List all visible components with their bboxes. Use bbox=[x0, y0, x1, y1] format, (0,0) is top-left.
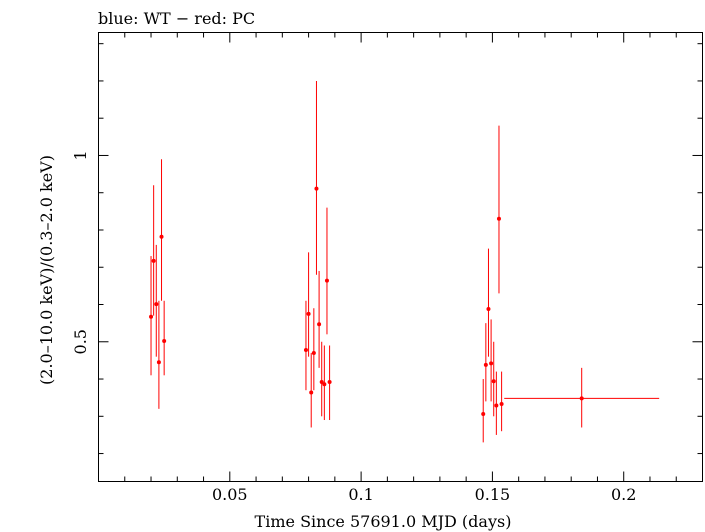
y-axis-label: (2.0–10.0 keV)/(0.3–2.0 keV) bbox=[37, 155, 56, 385]
data-marker bbox=[154, 302, 159, 307]
data-point bbox=[156, 300, 161, 409]
data-marker bbox=[149, 314, 154, 319]
data-marker bbox=[322, 382, 327, 387]
data-point bbox=[494, 371, 499, 435]
data-point bbox=[317, 270, 322, 368]
data-marker bbox=[314, 186, 319, 191]
data-marker bbox=[156, 360, 161, 365]
data-marker bbox=[489, 361, 494, 366]
data-point bbox=[481, 379, 486, 443]
data-point bbox=[311, 308, 316, 391]
y-tick-label: 0.5 bbox=[71, 329, 90, 354]
x-axis-ticks bbox=[124, 32, 677, 482]
data-point bbox=[314, 80, 319, 275]
data-point bbox=[151, 185, 156, 316]
x-tick-label: 0.15 bbox=[475, 485, 511, 504]
data-point bbox=[499, 371, 504, 432]
data-marker bbox=[162, 339, 167, 344]
data-point bbox=[324, 207, 329, 335]
data-points bbox=[149, 80, 660, 443]
data-point bbox=[162, 300, 167, 376]
data-marker bbox=[579, 396, 584, 401]
data-point bbox=[159, 159, 164, 301]
chart-title: blue: WT − red: PC bbox=[98, 9, 255, 28]
data-point bbox=[327, 345, 332, 421]
data-point bbox=[154, 244, 159, 357]
data-point bbox=[489, 319, 494, 402]
data-marker bbox=[311, 350, 316, 355]
data-point bbox=[322, 345, 327, 421]
data-marker bbox=[496, 216, 501, 221]
x-tick-label: 0.05 bbox=[212, 485, 248, 504]
data-marker bbox=[491, 379, 496, 384]
data-marker bbox=[317, 322, 322, 327]
data-marker bbox=[481, 412, 486, 417]
y-axis-ticks bbox=[98, 43, 703, 455]
data-marker bbox=[319, 380, 324, 385]
data-point bbox=[486, 248, 491, 357]
data-marker bbox=[499, 401, 504, 406]
x-axis-tick-labels: 0.05 0.1 0.15 0.2 bbox=[212, 485, 636, 504]
data-point bbox=[149, 256, 154, 376]
data-marker bbox=[151, 258, 156, 263]
data-marker bbox=[483, 362, 488, 367]
data-point bbox=[504, 367, 660, 428]
data-point bbox=[309, 352, 314, 428]
data-point bbox=[319, 341, 324, 417]
data-point bbox=[303, 300, 308, 391]
data-point bbox=[306, 252, 311, 357]
data-marker bbox=[303, 347, 308, 352]
data-marker bbox=[494, 403, 499, 408]
data-marker bbox=[306, 311, 311, 316]
x-axis-label: Time Since 57691.0 MJD (days) bbox=[255, 512, 512, 531]
x-tick-label: 0.2 bbox=[611, 485, 636, 504]
y-axis-tick-labels: 0.51 bbox=[71, 150, 90, 354]
data-marker bbox=[486, 306, 491, 311]
y-tick-label: 1 bbox=[71, 150, 90, 160]
data-point bbox=[496, 125, 501, 294]
data-point bbox=[483, 323, 488, 402]
data-point bbox=[491, 341, 496, 417]
x-tick-label: 0.1 bbox=[348, 485, 373, 504]
data-marker bbox=[327, 380, 332, 385]
data-marker bbox=[324, 278, 329, 283]
data-marker bbox=[309, 390, 314, 395]
plot-frame bbox=[98, 32, 703, 482]
data-marker bbox=[159, 234, 164, 239]
